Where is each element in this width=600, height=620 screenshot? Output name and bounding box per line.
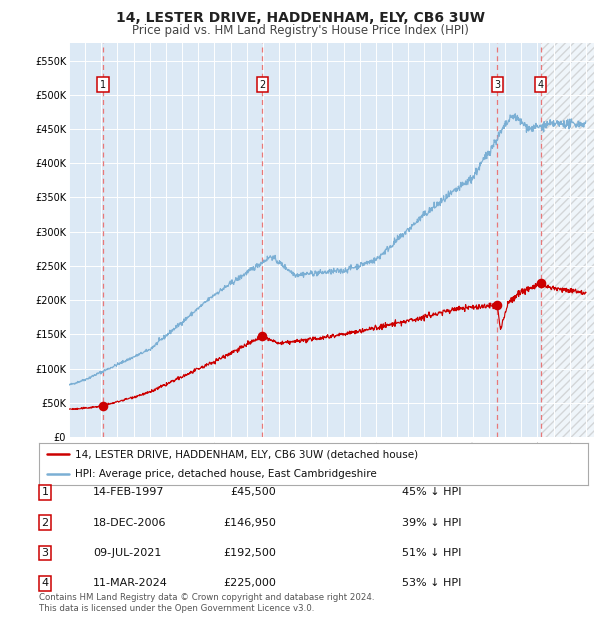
Point [98,401,108,411]
Point [257,332,267,342]
Text: 4: 4 [538,80,544,90]
Text: 1: 1 [100,80,106,90]
Text: 4: 4 [41,578,49,588]
Text: 45% ↓ HPI: 45% ↓ HPI [402,487,461,497]
Text: Price paid vs. HM Land Registry's House Price Index (HPI): Price paid vs. HM Land Registry's House … [131,24,469,37]
Text: 1: 1 [41,487,49,497]
Text: 2: 2 [41,518,49,528]
Text: 14, LESTER DRIVE, HADDENHAM, ELY, CB6 3UW: 14, LESTER DRIVE, HADDENHAM, ELY, CB6 3U… [115,11,485,25]
Text: 53% ↓ HPI: 53% ↓ HPI [402,578,461,588]
Point [536,278,545,288]
Text: £146,950: £146,950 [223,518,276,528]
Text: 51% ↓ HPI: 51% ↓ HPI [402,548,461,558]
Text: £45,500: £45,500 [230,487,276,497]
Bar [541,43,594,437]
Text: 14-FEB-1997: 14-FEB-1997 [93,487,164,497]
Text: 18-DEC-2006: 18-DEC-2006 [93,518,167,528]
Text: £225,000: £225,000 [223,578,276,588]
Text: HPI: Average price, detached house, East Cambridgeshire: HPI: Average price, detached house, East… [74,469,376,479]
Text: 09-JUL-2021: 09-JUL-2021 [93,548,161,558]
Point [493,300,502,310]
Text: 39% ↓ HPI: 39% ↓ HPI [402,518,461,528]
Text: £192,500: £192,500 [223,548,276,558]
Text: 2: 2 [259,80,265,90]
Text: 3: 3 [494,80,500,90]
Text: 11-MAR-2024: 11-MAR-2024 [93,578,168,588]
Text: 3: 3 [41,548,49,558]
Text: Contains HM Land Registry data © Crown copyright and database right 2024.
This d: Contains HM Land Registry data © Crown c… [39,593,374,613]
Text: 14, LESTER DRIVE, HADDENHAM, ELY, CB6 3UW (detached house): 14, LESTER DRIVE, HADDENHAM, ELY, CB6 3U… [74,450,418,459]
